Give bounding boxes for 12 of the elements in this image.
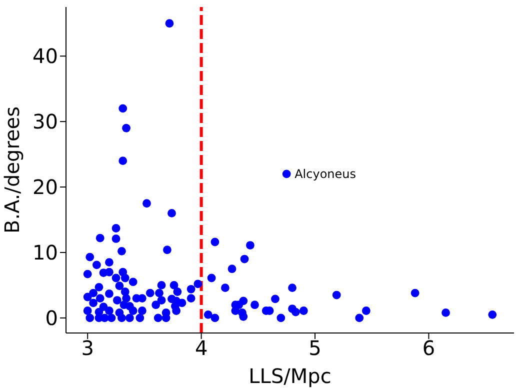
y-tick-label: 20 <box>32 175 58 200</box>
x-axis-title: LLS/Mpc <box>248 364 332 388</box>
y-axis-title: B.A./degrees <box>0 106 24 234</box>
annotation: Alcyoneus <box>294 167 356 182</box>
x-tick-label: 4 <box>194 336 208 360</box>
y-tick-label: 40 <box>32 44 58 68</box>
x-tick-label: 6 <box>422 336 436 360</box>
y-tick-label: 10 <box>32 240 58 265</box>
y-tick-label: 0 <box>45 306 58 330</box>
y-tick-label: 30 <box>32 110 58 134</box>
x-tick-label: 5 <box>308 336 322 360</box>
x-tick-label: 3 <box>81 336 94 360</box>
